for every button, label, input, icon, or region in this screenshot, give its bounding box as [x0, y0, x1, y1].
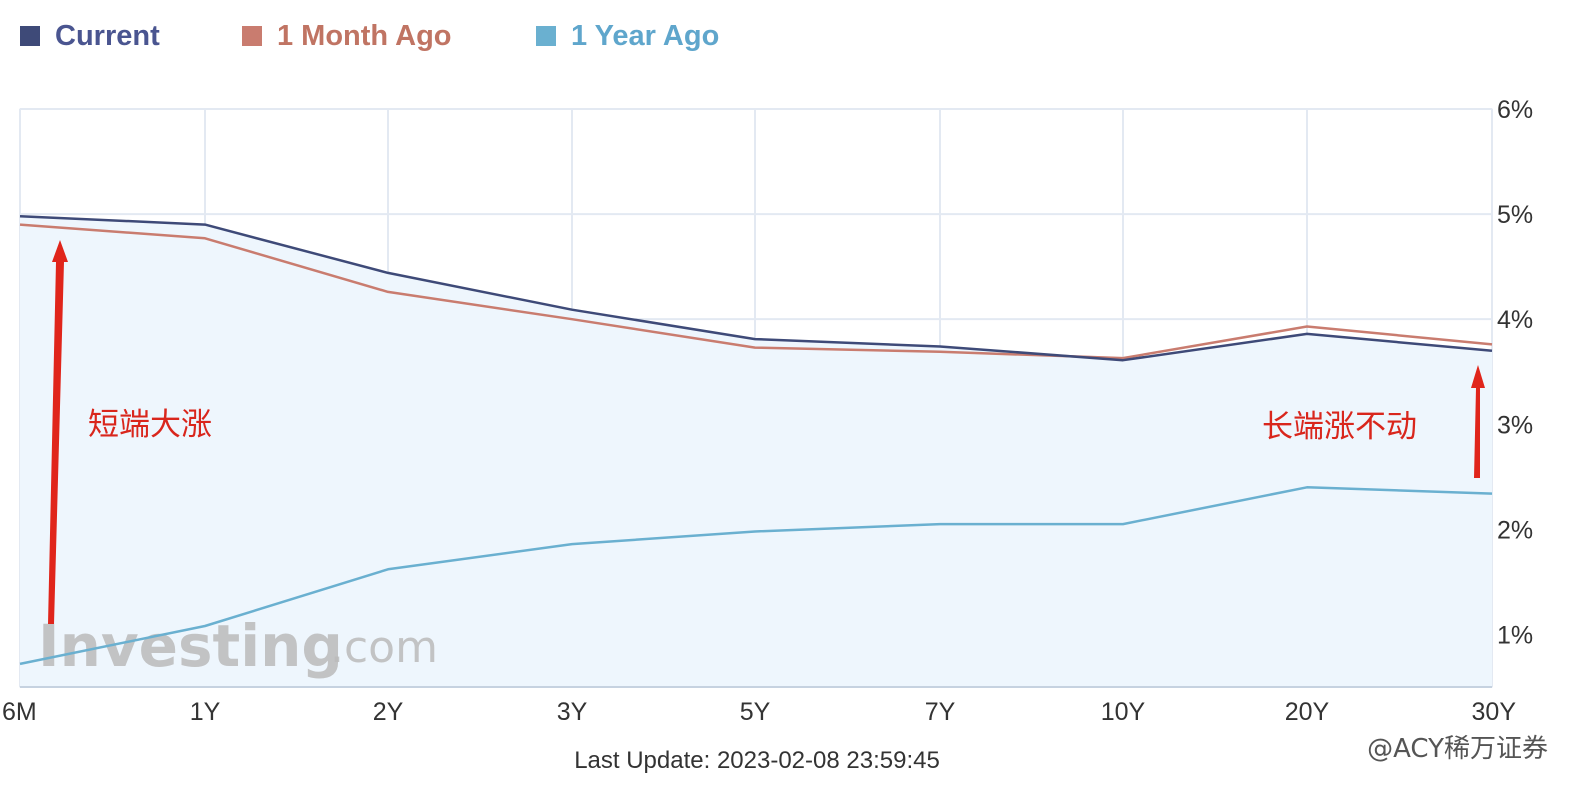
long-end-arrow — [1471, 365, 1485, 478]
series-line-current[interactable] — [19, 214, 1493, 362]
series-line-1-year-ago[interactable] — [19, 486, 1493, 666]
short-end-arrow-shape — [48, 240, 68, 624]
y-tick-label: 6% — [1497, 96, 1533, 124]
x-tick-label: 2Y — [373, 698, 404, 726]
social-watermark: @ACY稀万证券 — [1367, 734, 1548, 764]
series-lines — [19, 214, 1493, 666]
logo-suffix: .com — [330, 622, 438, 673]
y-tick-label: 1% — [1497, 621, 1533, 649]
y-tick-label: 4% — [1497, 306, 1533, 334]
x-tick-label: 3Y — [557, 698, 588, 726]
annotation-short-end: 短端大涨 — [88, 407, 212, 443]
legend-label-current: Current — [55, 20, 160, 52]
x-tick-label: 6M — [2, 698, 37, 726]
legend-item-1-year-ago[interactable]: 1 Year Ago — [536, 20, 719, 52]
legend-item-current[interactable]: Current — [20, 20, 160, 52]
legend-swatch-current — [20, 26, 40, 46]
x-tick-label: 10Y — [1101, 698, 1146, 726]
x-axis-ticks: 6M 1Y 2Y 3Y 5Y 7Y 10Y 20Y 30Y — [2, 698, 1516, 726]
legend-swatch-1-month-ago — [242, 26, 262, 46]
x-tick-label: 20Y — [1285, 698, 1330, 726]
x-tick-label: 30Y — [1472, 698, 1517, 726]
legend-swatch-1-year-ago — [536, 26, 556, 46]
logo-word: Investing — [38, 612, 343, 680]
y-axis-ticks: 1% 2% 3% 4% 5% 6% — [1497, 96, 1533, 649]
long-end-arrow-shape — [1471, 365, 1485, 478]
annotation-long-end: 长端涨不动 — [1262, 409, 1417, 445]
x-tick-label: 7Y — [925, 698, 956, 726]
investing-logo: Investing .com — [38, 612, 438, 680]
legend-item-1-month-ago[interactable]: 1 Month Ago — [242, 20, 452, 52]
last-update-text: Last Update: 2023-02-08 23:59:45 — [574, 747, 940, 774]
series-line-1-month-ago[interactable] — [19, 223, 1493, 360]
x-tick-label: 1Y — [190, 698, 221, 726]
y-tick-label: 3% — [1497, 411, 1533, 439]
legend-label-1-year-ago: 1 Year Ago — [571, 20, 719, 52]
x-tick-label: 5Y — [740, 698, 771, 726]
short-end-arrow — [48, 240, 68, 624]
y-tick-label: 2% — [1497, 516, 1533, 544]
legend: Current 1 Month Ago 1 Year Ago — [20, 20, 719, 52]
legend-label-1-month-ago: 1 Month Ago — [277, 20, 452, 52]
social-watermark-text: @ACY稀万证券 — [1367, 734, 1548, 764]
y-tick-label: 5% — [1497, 201, 1533, 229]
